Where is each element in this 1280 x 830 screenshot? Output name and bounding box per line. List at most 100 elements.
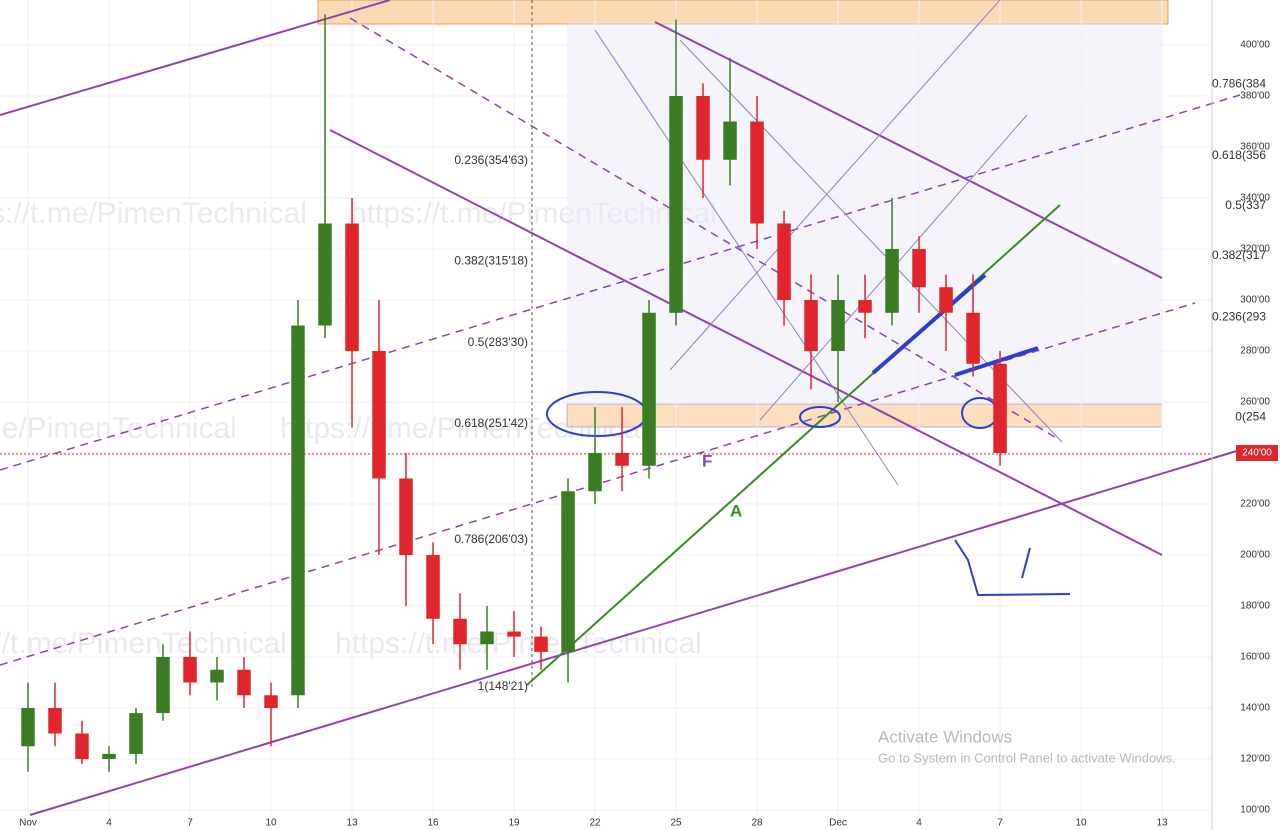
candle-body xyxy=(723,121,737,160)
fib-label: 0.618(356 xyxy=(1212,148,1266,162)
candle-body xyxy=(453,618,467,645)
candle-body xyxy=(291,325,305,696)
candle-body xyxy=(804,300,818,352)
candle-body xyxy=(102,753,116,760)
hand-circle xyxy=(799,406,841,428)
y-tick-label: 340'00 xyxy=(1240,193,1270,204)
candle-body xyxy=(588,453,602,492)
median-line xyxy=(349,17,1061,441)
watermark: https://t.me/PimenTechnical xyxy=(0,627,287,660)
y-tick-label: 100'00 xyxy=(1240,805,1270,816)
fib-label: 0.382(315'18) xyxy=(454,253,528,267)
y-tick-label: 300'00 xyxy=(1240,295,1270,306)
x-tick-label: 4 xyxy=(916,818,922,829)
candle-body xyxy=(237,669,251,696)
fib-label: 1(148'21) xyxy=(478,679,528,693)
candle-body xyxy=(561,491,575,652)
candle-body xyxy=(129,713,143,754)
candle-body xyxy=(939,287,953,313)
watermark: https://t.me/PimenTechnical xyxy=(0,197,307,230)
candle-body xyxy=(399,478,413,556)
fan-line xyxy=(594,29,899,486)
median-line xyxy=(0,94,1241,471)
y-tick-label: 380'00 xyxy=(1240,91,1270,102)
y-tick-label: 280'00 xyxy=(1240,346,1270,357)
candle-body xyxy=(48,708,62,734)
y-tick-label: 160'00 xyxy=(1240,652,1270,663)
candle-body xyxy=(183,657,197,683)
fib-label: 0.5(283'30) xyxy=(468,335,528,349)
grid xyxy=(0,0,1212,816)
y-tick-label: 320'00 xyxy=(1240,244,1270,255)
watermark: https://t.me/PimenTechnical xyxy=(350,197,717,230)
candle-body xyxy=(696,96,710,160)
x-tick-label: 25 xyxy=(670,818,682,829)
os-notice: Activate Windows xyxy=(878,727,1012,746)
x-tick-label: 22 xyxy=(589,818,601,829)
fib-label: 0.618(251'42) xyxy=(454,416,528,430)
x-tick-label: 16 xyxy=(427,818,439,829)
fib-label: 0.786(384 xyxy=(1212,77,1266,91)
candle-body xyxy=(966,312,980,364)
labels: F A Activate Windows Go to System in Con… xyxy=(19,40,1278,829)
y-tick-label: 200'00 xyxy=(1240,550,1270,561)
y-tick-label: 180'00 xyxy=(1240,601,1270,612)
candle-body xyxy=(21,708,35,747)
fan-line xyxy=(669,0,1001,371)
fib-label: 0.236(293 xyxy=(1212,310,1266,324)
candle-body xyxy=(264,695,278,709)
x-tick-label: 19 xyxy=(508,818,520,829)
candle-body xyxy=(993,363,1007,454)
fib-label: 0.382(317 xyxy=(1212,248,1266,262)
candle-body xyxy=(345,223,359,352)
x-tick-label: 28 xyxy=(751,818,763,829)
y-tick-label: 400'00 xyxy=(1240,40,1270,51)
candle-body xyxy=(912,249,926,288)
candle-body xyxy=(777,223,791,301)
annotation: F xyxy=(702,451,712,470)
candle-body xyxy=(750,121,764,224)
x-tick-label: 10 xyxy=(1075,818,1087,829)
x-tick-label: 13 xyxy=(1156,818,1168,829)
zones xyxy=(317,0,1169,428)
candle-body xyxy=(669,96,683,313)
annotation: A xyxy=(730,501,742,520)
fib-label: 0(254 xyxy=(1235,409,1266,423)
fib-label: 0.5(337 xyxy=(1225,198,1266,212)
candle-body xyxy=(831,300,845,352)
x-tick-label: 4 xyxy=(106,818,112,829)
fib-area xyxy=(567,22,1162,404)
candle-body xyxy=(75,733,89,760)
price-tag-label: 240'00 xyxy=(1242,448,1272,459)
x-tick-label: Nov xyxy=(19,818,37,829)
trend-line xyxy=(654,21,1163,279)
price-tag xyxy=(1236,445,1278,462)
y-tick-label: 220'00 xyxy=(1240,499,1270,510)
y-tick-label: 260'00 xyxy=(1240,397,1270,408)
demand-zone xyxy=(566,403,1163,428)
candle-body xyxy=(156,657,170,714)
candle-body xyxy=(507,631,521,637)
watermark: https://t.me/PimenTechnical xyxy=(0,412,237,445)
supply-zone xyxy=(317,0,1169,25)
candle-body xyxy=(210,669,224,683)
hand-mark xyxy=(954,539,1071,597)
trend-line xyxy=(29,449,1241,816)
y-tick-label: 140'00 xyxy=(1240,703,1270,714)
x-tick-label: 10 xyxy=(265,818,277,829)
x-tick-label: 13 xyxy=(346,818,358,829)
hand-mark xyxy=(1021,547,1031,579)
candle-body xyxy=(885,249,899,313)
hand-line xyxy=(871,273,987,375)
candle-body xyxy=(318,223,332,326)
candle-body xyxy=(534,636,548,652)
x-tick-label: 7 xyxy=(187,818,193,829)
fib-label: 0.786(206'03) xyxy=(454,532,528,546)
x-tick-label: 7 xyxy=(997,818,1003,829)
candle-body xyxy=(642,312,656,466)
y-tick-label: 120'00 xyxy=(1240,754,1270,765)
candle-body xyxy=(858,300,872,313)
fib-label: 0.236(354'63) xyxy=(454,153,528,167)
candle-body xyxy=(372,351,386,479)
